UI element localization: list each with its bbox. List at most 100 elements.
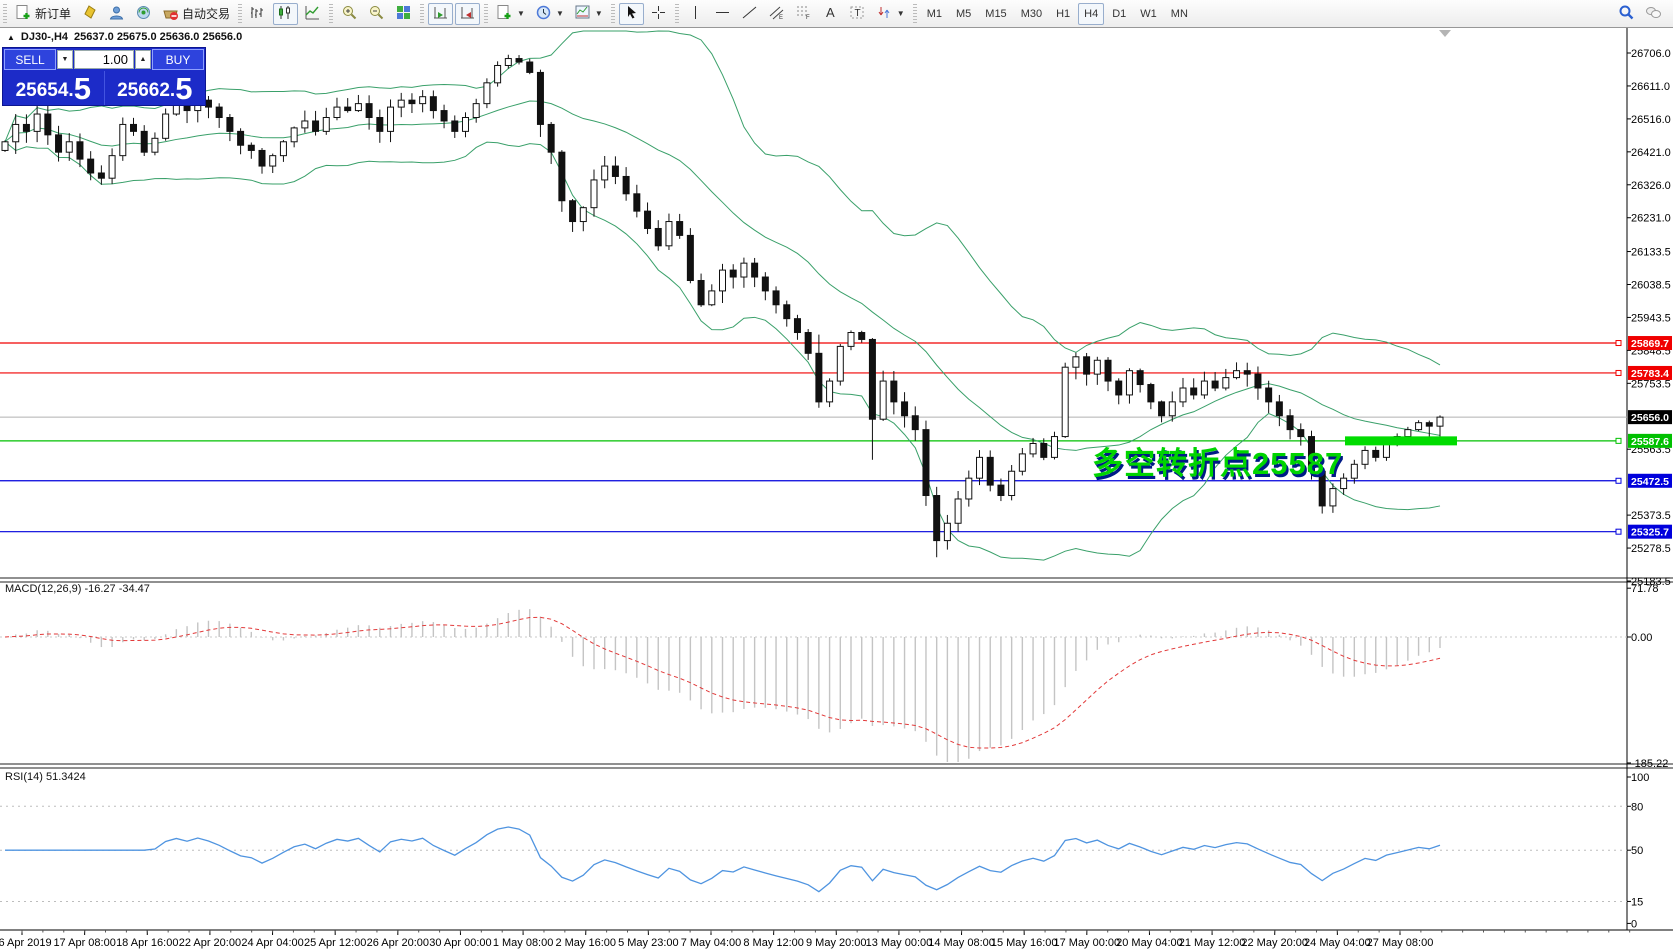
chevron-down-icon: ▼ xyxy=(517,9,525,18)
price-divider xyxy=(103,71,105,105)
zoom-in-button[interactable] xyxy=(337,3,362,25)
equidistant-channel-button[interactable]: E xyxy=(764,3,789,25)
templates-icon xyxy=(574,4,591,23)
volume-decrease-button[interactable]: ▼ xyxy=(57,50,73,69)
sell-button[interactable]: SELL xyxy=(4,49,56,70)
tile-windows-button[interactable] xyxy=(391,3,416,25)
bar-chart-button[interactable] xyxy=(246,3,271,25)
buy-price[interactable]: 25662. 5 xyxy=(105,71,206,105)
search-button[interactable] xyxy=(1614,3,1639,25)
chevron-down-icon: ▼ xyxy=(896,9,905,18)
buy-price-big: 5 xyxy=(175,71,193,106)
highlight-bar[interactable] xyxy=(1345,436,1457,446)
rsi-tick-label: 50 xyxy=(1631,845,1643,857)
text-button[interactable]: A xyxy=(818,3,843,25)
toolbar-grip xyxy=(674,3,679,24)
chart-annotation-text[interactable]: 多空转折点25587 xyxy=(1092,446,1344,481)
panel-separators xyxy=(0,28,1673,931)
chart-expand-icon[interactable]: ▲ xyxy=(7,32,15,42)
time-tick-label: 22 May 20:00 xyxy=(1241,937,1308,949)
time-tick-label: 15 May 16:00 xyxy=(991,937,1058,949)
new-order-icon xyxy=(15,4,32,23)
fibonacci-button[interactable]: F xyxy=(791,3,816,25)
toolbar-grip xyxy=(3,3,7,24)
volume-increase-button[interactable]: ▲ xyxy=(135,50,151,69)
macd-tick-label: -185.22 xyxy=(1631,758,1668,770)
crosshair-icon xyxy=(650,4,667,23)
line-chart-button[interactable] xyxy=(300,3,325,25)
horizontal-line-icon xyxy=(714,4,731,23)
candlestick-chart-icon xyxy=(277,4,294,23)
horizontal-line-button[interactable] xyxy=(710,3,735,25)
time-tick-label: 30 Apr 00:00 xyxy=(429,937,491,949)
chat-button[interactable] xyxy=(1641,3,1666,25)
timeframe-mn-button[interactable]: MN xyxy=(1170,7,1188,20)
bollinger-bands xyxy=(4,30,1441,561)
arrows-icon xyxy=(876,4,893,23)
auto-scroll-button[interactable] xyxy=(428,2,454,25)
toolbar-grip xyxy=(238,3,243,24)
timeframe-h1-button[interactable]: H1 xyxy=(1056,7,1071,20)
sell-price[interactable]: 25654. 5 xyxy=(3,71,104,105)
timeframe-d1-button[interactable]: D1 xyxy=(1112,7,1127,20)
chevron-down-icon: ▼ xyxy=(555,9,564,18)
time-tick-label: 17 Apr 08:00 xyxy=(53,937,115,949)
price-axis[interactable]: 26706.0 26611.0 26516.0 26421.0 26326.0 26231… xyxy=(1627,48,1672,588)
periods-button[interactable]: ▼ xyxy=(531,3,568,25)
symbol-ohlc: 25637.0 25675.0 25636.0 25656.0 xyxy=(74,31,243,43)
search-icon xyxy=(1618,4,1635,23)
buy-price-small: 25662. xyxy=(117,80,176,101)
timeframe-m1-button[interactable]: M1 xyxy=(926,7,942,20)
time-tick-label: 17 May 00:00 xyxy=(1053,937,1120,949)
layouts-button[interactable] xyxy=(77,3,102,25)
candlestick-chart-button[interactable] xyxy=(273,2,299,25)
macd-axis[interactable]: 71.78 0.00 -185.22 xyxy=(1627,583,1668,770)
market-watch-button[interactable] xyxy=(104,3,129,25)
time-tick-label: 1 May 08:00 xyxy=(493,937,554,949)
chart-shift-button[interactable] xyxy=(455,2,481,25)
timeframe-w1-button[interactable]: W1 xyxy=(1140,7,1157,20)
signals-icon xyxy=(135,4,152,23)
one-click-prices: 25654. 5 25662. 5 xyxy=(3,71,205,105)
rsi-tick-label: 0 xyxy=(1631,918,1637,930)
templates-button[interactable]: ▼ xyxy=(570,3,607,25)
svg-text:T: T xyxy=(854,8,860,19)
volume-input[interactable] xyxy=(74,50,134,69)
vertical-line-button[interactable] xyxy=(683,3,708,25)
buy-button[interactable]: BUY xyxy=(152,49,204,70)
equidistant-channel-icon: E xyxy=(768,4,785,23)
timeframe-h4-button[interactable]: H4 xyxy=(1078,2,1105,25)
cursor-icon xyxy=(623,4,640,23)
symbol-name: DJ30-,H4 xyxy=(20,31,68,43)
toolbar: 新订单 自动交易 ▼ ▼ ▼ E F A T ▼ M1 M5 M15 M30 H1 H4 D1 W1 MN xyxy=(0,0,1673,28)
time-tick-label: 20 May 04:00 xyxy=(1116,937,1183,949)
text-label-button[interactable]: T xyxy=(845,3,870,25)
macd-tick-label: 71.78 xyxy=(1631,583,1659,595)
indicators-button[interactable]: ▼ xyxy=(492,3,529,25)
cursor-button[interactable] xyxy=(618,2,644,25)
time-tick-label: 25 Apr 12:00 xyxy=(304,937,366,949)
auto-trading-button[interactable]: 自动交易 xyxy=(158,3,234,25)
macd-tick-label: 0.00 xyxy=(1631,632,1652,644)
time-tick-label: 27 May 08:00 xyxy=(1367,937,1434,949)
price-tag: 25325.7 xyxy=(1631,527,1669,539)
signals-button[interactable] xyxy=(131,3,156,25)
toolbar-grip xyxy=(420,3,425,24)
zoom-out-button[interactable] xyxy=(364,3,389,25)
time-tick-label: 8 May 12:00 xyxy=(743,937,804,949)
rsi-axis[interactable]: 100 80 50 15 0 xyxy=(1627,772,1649,930)
toolbar-grip xyxy=(484,3,489,24)
one-click-row: SELL ▼ ▲ BUY xyxy=(3,48,205,71)
timeframe-m15-button[interactable]: M15 xyxy=(985,7,1007,20)
trendline-button[interactable] xyxy=(737,3,762,25)
new-order-button[interactable]: 新订单 xyxy=(11,3,75,25)
price-tick-label: 25753.5 xyxy=(1631,378,1671,390)
arrows-button[interactable]: ▼ xyxy=(872,3,909,25)
crosshair-button[interactable] xyxy=(646,3,671,25)
time-tick-label: 5 May 23:00 xyxy=(618,937,679,949)
timeframe-m30-button[interactable]: M30 xyxy=(1020,7,1043,20)
timeframe-m5-button[interactable]: M5 xyxy=(956,7,972,20)
chevron-down-icon: ▼ xyxy=(594,9,603,18)
